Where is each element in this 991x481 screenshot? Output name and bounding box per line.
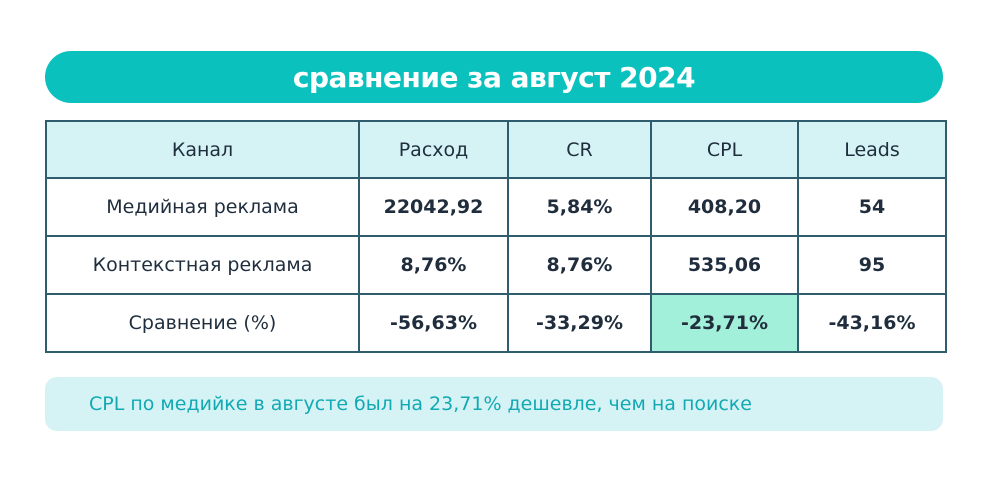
table-header-row: Канал Расход CR CPL Leads [45,120,947,179]
page-title: сравнение за август 2024 [292,60,696,94]
cell-cpl-highlighted: -23,71% [650,293,799,353]
table-row: Медийная реклама 22042,92 5,84% 408,20 5… [45,177,947,237]
cell-channel: Контекстная реклама [45,235,360,295]
cell-channel: Медийная реклама [45,177,360,237]
cell-channel: Сравнение (%) [45,293,360,353]
header-cpl: CPL [650,120,799,179]
summary-note-text: CPL по медийке в августе был на 23,71% д… [89,393,752,415]
cell-cr: 8,76% [507,235,652,295]
header-spend: Расход [358,120,509,179]
comparison-table: Канал Расход CR CPL Leads Медийная рекла… [45,120,947,353]
cell-cpl: 535,06 [650,235,799,295]
cell-spend: -56,63% [358,293,509,353]
header-leads: Leads [797,120,947,179]
title-banner: сравнение за август 2024 [45,51,943,103]
cell-spend: 22042,92 [358,177,509,237]
cell-cr: 5,84% [507,177,652,237]
table-row: Сравнение (%) -56,63% -33,29% -23,71% -4… [45,293,947,353]
cell-leads: 54 [797,177,947,237]
cell-cpl: 408,20 [650,177,799,237]
cell-spend: 8,76% [358,235,509,295]
summary-note: CPL по медийке в августе был на 23,71% д… [45,377,943,431]
header-channel: Канал [45,120,360,179]
header-cr: CR [507,120,652,179]
cell-cr: -33,29% [507,293,652,353]
cell-leads: 95 [797,235,947,295]
table-row: Контекстная реклама 8,76% 8,76% 535,06 9… [45,235,947,295]
cell-leads: -43,16% [797,293,947,353]
